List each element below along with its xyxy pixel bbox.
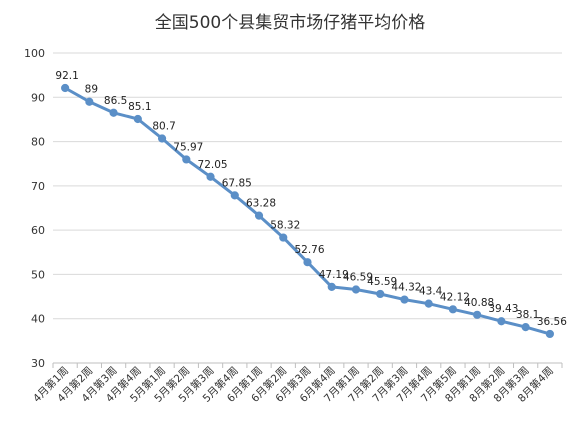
data-label: 75.97 (173, 141, 203, 153)
data-label: 85.1 (128, 101, 151, 113)
data-point (473, 310, 482, 319)
data-label: 47.19 (319, 269, 349, 281)
y-axis: 30 40 50 60 70 80 90 100 (24, 47, 45, 370)
data-point (206, 172, 215, 181)
data-point (157, 134, 167, 143)
data-label: 39.43 (488, 303, 518, 315)
data-point (303, 258, 312, 267)
data-point (61, 83, 70, 93)
data-point (545, 329, 554, 339)
data-label: 63.28 (246, 198, 276, 210)
data-point (400, 295, 409, 304)
x-axis: 4月第1周4月第2周4月第3周4月第4周5月第1周5月第2周5月第3周5月第4周… (30, 363, 563, 405)
data-label: 80.7 (152, 120, 175, 132)
data-points (61, 83, 554, 339)
y-tick-label: 60 (31, 224, 45, 237)
y-tick-label: 40 (31, 313, 45, 326)
data-point (182, 155, 191, 164)
y-tick-label: 80 (31, 136, 45, 149)
data-label: 45.59 (367, 276, 397, 288)
data-label: 72.05 (198, 159, 228, 171)
data-point (109, 108, 118, 117)
data-point (351, 285, 361, 294)
y-tick-label: 90 (31, 91, 45, 104)
data-label: 40.88 (464, 297, 494, 309)
data-label: 44.32 (391, 282, 421, 294)
data-point (230, 191, 239, 200)
data-point (327, 282, 336, 291)
data-label: 67.85 (222, 177, 252, 189)
data-label: 52.76 (294, 244, 324, 256)
y-tick-label: 100 (24, 47, 45, 60)
data-label: 43.4 (419, 286, 443, 298)
data-label: 46.59 (343, 272, 373, 284)
data-point (424, 299, 433, 308)
y-tick-label: 70 (31, 180, 45, 193)
data-label: 36.56 (537, 316, 567, 328)
data-labels: 92.1 89 86.585.180.7 75.97 72.05 67.85 63.28 58… (55, 70, 567, 328)
gridlines (53, 52, 562, 364)
data-label: 58.32 (270, 220, 300, 232)
data-label: 42.12 (440, 291, 470, 303)
data-point (376, 289, 385, 299)
data-point (133, 114, 142, 124)
data-point (448, 305, 458, 314)
y-tick-label: 50 (31, 268, 45, 281)
data-point (279, 233, 288, 242)
data-label: 92.1 (55, 70, 78, 82)
data-label: 89 (85, 84, 98, 96)
data-point (497, 317, 506, 326)
data-point (521, 323, 530, 332)
data-label: 38.1 (516, 309, 539, 321)
data-point (254, 211, 264, 220)
y-tick-label: 30 (31, 357, 45, 370)
chart-title: 全国500个县集贸市场仔猪平均价格 (155, 13, 425, 33)
data-label: 86.5 (104, 95, 127, 107)
data-point (85, 97, 94, 106)
